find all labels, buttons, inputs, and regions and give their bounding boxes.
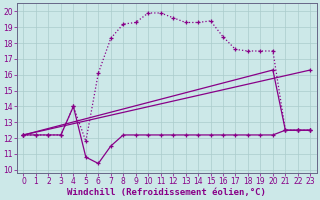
X-axis label: Windchill (Refroidissement éolien,°C): Windchill (Refroidissement éolien,°C) (68, 188, 266, 197)
